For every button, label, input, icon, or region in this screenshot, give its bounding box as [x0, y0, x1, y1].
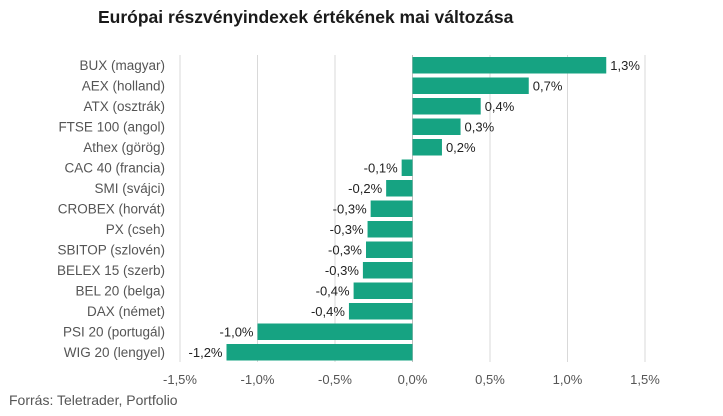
category-label: FTSE 100 (angol): [58, 119, 165, 134]
bar: [412, 139, 442, 156]
category-label: SMI (svájci): [95, 181, 166, 196]
x-tick-label: 1,5%: [630, 372, 660, 387]
x-tick-label: -1,5%: [163, 372, 197, 387]
category-label: WIG 20 (lengyel): [64, 345, 165, 360]
category-label: AEX (holland): [82, 78, 165, 93]
bar: [401, 159, 413, 176]
x-tick-label: -0,5%: [318, 372, 352, 387]
bar: [257, 323, 413, 340]
bar: [412, 98, 481, 115]
category-label: PSI 20 (portugál): [63, 324, 165, 339]
bar: [386, 180, 413, 197]
data-label: -0,3%: [325, 263, 359, 278]
bar: [412, 77, 529, 94]
data-label: -0,4%: [311, 304, 345, 319]
x-tick-label: -1,0%: [241, 372, 275, 387]
category-label: BEL 20 (belga): [75, 283, 165, 298]
bar: [226, 344, 413, 361]
data-label: 0,3%: [465, 119, 495, 134]
x-tick-label: 1,0%: [553, 372, 583, 387]
category-label: PX (cseh): [106, 222, 165, 237]
data-label: 0,2%: [446, 140, 476, 155]
data-label: -1,2%: [189, 345, 223, 360]
data-label: -0,2%: [348, 181, 382, 196]
bar: [366, 241, 413, 258]
category-label: Athex (görög): [83, 140, 165, 155]
data-label: -0,4%: [316, 283, 350, 298]
chart-title: Európai részvényindexek értékének mai vá…: [98, 7, 514, 27]
category-label: BELEX 15 (szerb): [57, 263, 165, 278]
data-label: -1,0%: [220, 324, 254, 339]
data-label: 0,4%: [485, 99, 515, 114]
data-label: -0,3%: [328, 242, 362, 257]
bar: [362, 262, 413, 279]
data-label: 0,7%: [533, 78, 563, 93]
data-label: -0,3%: [333, 201, 367, 216]
bar: [370, 200, 413, 217]
data-label: -0,1%: [364, 160, 398, 175]
bar: [353, 282, 413, 299]
bar: [412, 118, 461, 135]
bar: [412, 57, 607, 74]
category-label: CROBEX (horvát): [58, 201, 165, 216]
bar: [348, 303, 413, 320]
category-label: SBITOP (szlovén): [57, 242, 165, 257]
x-tick-label: 0,0%: [398, 372, 428, 387]
chart-source: Forrás: Teletrader, Portfolio: [9, 392, 178, 408]
category-label: BUX (magyar): [79, 58, 165, 73]
x-tick-label: 0,5%: [475, 372, 505, 387]
category-label: CAC 40 (francia): [64, 160, 165, 175]
data-label: 1,3%: [610, 58, 640, 73]
category-label: DAX (német): [87, 304, 165, 319]
data-label: -0,3%: [330, 222, 364, 237]
bar: [367, 221, 413, 238]
category-label: ATX (osztrák): [83, 99, 165, 114]
